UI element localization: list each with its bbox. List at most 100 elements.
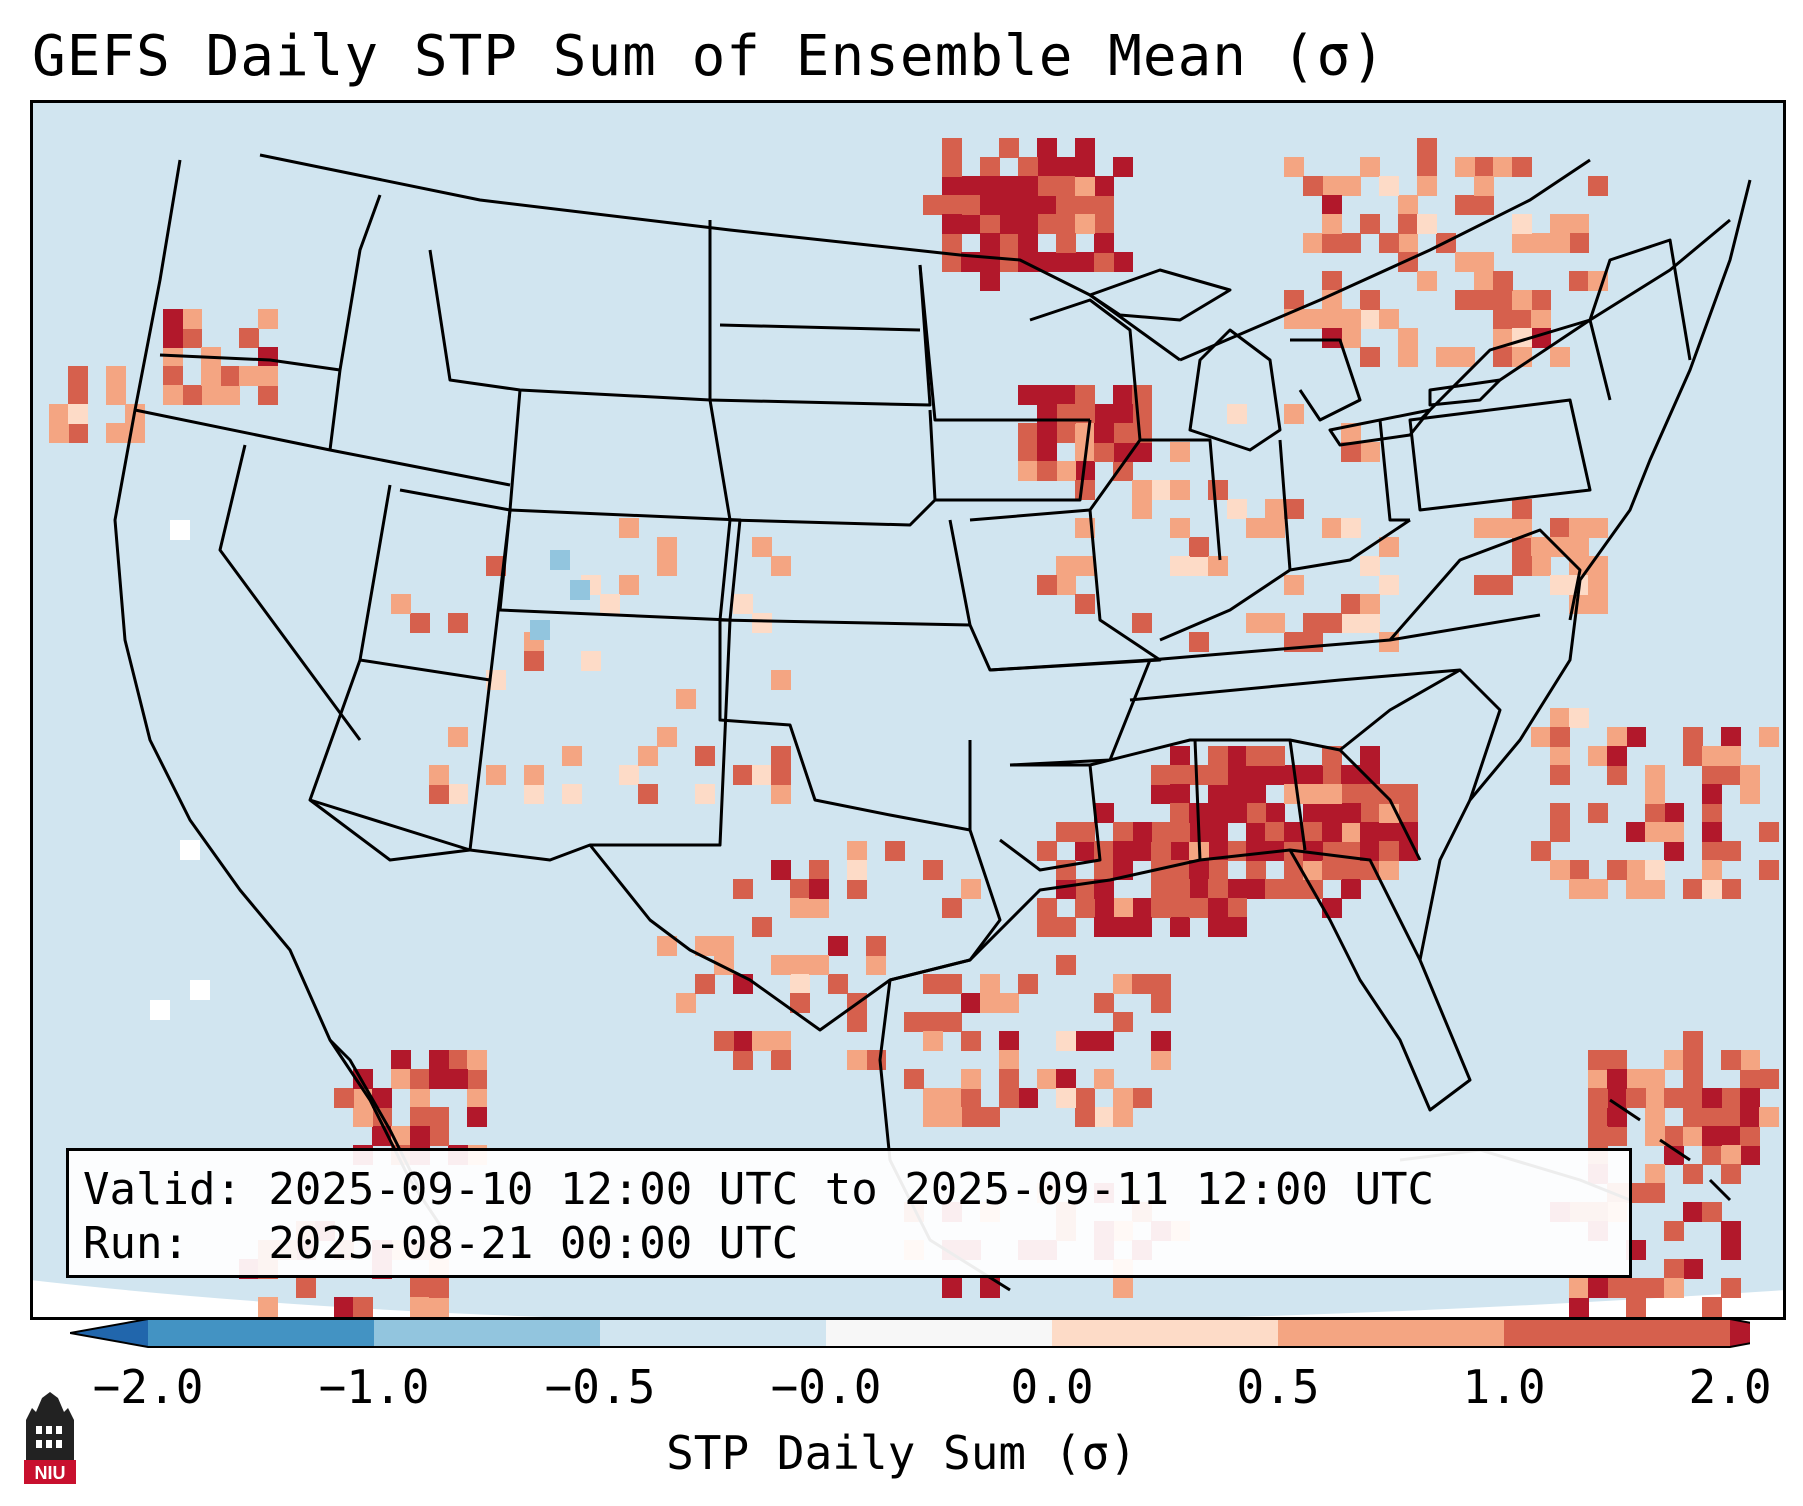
anomaly-cell: [1132, 841, 1152, 861]
anomaly-cell: [1702, 1126, 1722, 1146]
anomaly-cell: [1493, 157, 1513, 177]
anomaly-cell: [1626, 1069, 1646, 1089]
anomaly-cell: [961, 1088, 981, 1108]
ohio-pa: [1378, 419, 1410, 522]
anomaly-cell: [1626, 727, 1646, 747]
anomaly-cell: [1113, 917, 1133, 937]
anomaly-cell: [1721, 1278, 1741, 1298]
anomaly-cell: [1341, 594, 1361, 614]
anomaly-cell: [999, 195, 1019, 215]
anomaly-cell: [1664, 822, 1684, 842]
anomaly-cell: [1569, 860, 1589, 880]
anomaly-cell: [1018, 214, 1038, 234]
anomaly-cell: [1075, 480, 1095, 500]
anomaly-cell: [1227, 898, 1247, 918]
anomaly-cell: [524, 784, 544, 804]
anomaly-cell: [429, 1050, 449, 1070]
anomaly-cell: [1474, 176, 1494, 196]
anomaly-cell: [1531, 727, 1551, 747]
anomaly-cell: [562, 784, 582, 804]
anomaly-cell: [1588, 176, 1608, 196]
anomaly-cell: [942, 1012, 962, 1032]
anomaly-cell: [1246, 784, 1266, 804]
anomaly-cell: [448, 1069, 468, 1089]
anomaly-cell: [1360, 746, 1380, 766]
anomaly-cell: [1037, 385, 1057, 405]
anomaly-cell: [1132, 822, 1152, 842]
anomaly-cell: [1398, 803, 1418, 823]
anomaly-cell: [1759, 727, 1779, 747]
anomaly-cell: [1664, 1050, 1684, 1070]
anomaly-cell: [771, 746, 791, 766]
anomaly-cell: [1569, 556, 1589, 576]
colorbar-label: STP Daily Sum (σ): [666, 1426, 1137, 1480]
nd-sd: [719, 323, 921, 332]
anomaly-cell: [942, 1107, 962, 1127]
anomaly-cell: [1075, 556, 1095, 576]
anomaly-cell: [1208, 860, 1228, 880]
anomaly-cell: [486, 765, 506, 785]
anomaly-cell: [1151, 841, 1171, 861]
kansas: [718, 519, 972, 627]
arkansas: [989, 658, 1152, 767]
anomaly-cell: [1360, 347, 1380, 367]
anomaly-cell: [1493, 328, 1513, 348]
colorbar-tick-label: 1.0: [1462, 1360, 1546, 1414]
anomaly-cell: [999, 1050, 1019, 1070]
anomaly-cell: [1645, 1278, 1665, 1298]
anomaly-cell: [1113, 157, 1133, 177]
anomaly-cell: [1151, 1050, 1171, 1070]
anomaly-cell: [1493, 575, 1513, 595]
anomaly-cell: [1550, 765, 1570, 785]
anomaly-cell: [1132, 1088, 1152, 1108]
anomaly-cell: [1056, 233, 1076, 253]
anomaly-cell: [942, 1088, 962, 1108]
anomaly-cell: [1056, 252, 1076, 272]
anomaly-cell: [1018, 461, 1038, 481]
anomaly-cell: [771, 556, 791, 576]
anomaly-cell: [1341, 784, 1361, 804]
anomaly-cell: [1094, 1107, 1114, 1127]
anomaly-cell: [1607, 727, 1627, 747]
anomaly-cell: [448, 1050, 468, 1070]
anomaly-cell: [1398, 784, 1418, 804]
anomaly-cell: [1056, 157, 1076, 177]
anomaly-cell: [1417, 271, 1437, 291]
anomaly-cell: [752, 917, 772, 937]
anomaly-cell: [125, 423, 145, 443]
anomaly-cell: [190, 980, 210, 1000]
anomaly-cell: [1550, 214, 1570, 234]
anomaly-cell: [1113, 1012, 1133, 1032]
pennsylvania: [1408, 398, 1592, 512]
anomaly-cell: [1417, 176, 1437, 196]
anomaly-cell: [1664, 1126, 1684, 1146]
anomaly-cell: [182, 328, 202, 348]
anomaly-cell: [714, 1031, 734, 1051]
anomaly-cell: [1341, 879, 1361, 899]
anomaly-cell: [1151, 1031, 1171, 1051]
anomaly-cell: [1759, 860, 1779, 880]
anomaly-cell: [1721, 1240, 1741, 1260]
anomaly-cell: [258, 309, 278, 329]
anomaly-cell: [923, 195, 943, 215]
anomaly-cell: [467, 1050, 487, 1070]
anomaly-cell: [1626, 860, 1646, 880]
anomaly-cell: [1398, 328, 1418, 348]
anomaly-cell: [1094, 214, 1114, 234]
anomaly-cell: [1018, 176, 1038, 196]
anomaly-cell: [1341, 860, 1361, 880]
anomaly-cell: [1265, 518, 1285, 538]
anomaly-cell: [619, 518, 639, 538]
anomaly-cell: [1303, 860, 1323, 880]
anomaly-cell: [1512, 290, 1532, 310]
anomaly-cell: [771, 1050, 791, 1070]
anomaly-cell: [1075, 176, 1095, 196]
anomaly-cell: [1360, 841, 1380, 861]
anomaly-cell: [1303, 822, 1323, 842]
anomaly-cell: [1664, 841, 1684, 861]
anomaly-cell: [1512, 309, 1532, 329]
anomaly-cell: [1683, 1050, 1703, 1070]
anomaly-cell: [1113, 461, 1133, 481]
anomaly-cell: [752, 765, 772, 785]
anomaly-cell: [1398, 195, 1418, 215]
